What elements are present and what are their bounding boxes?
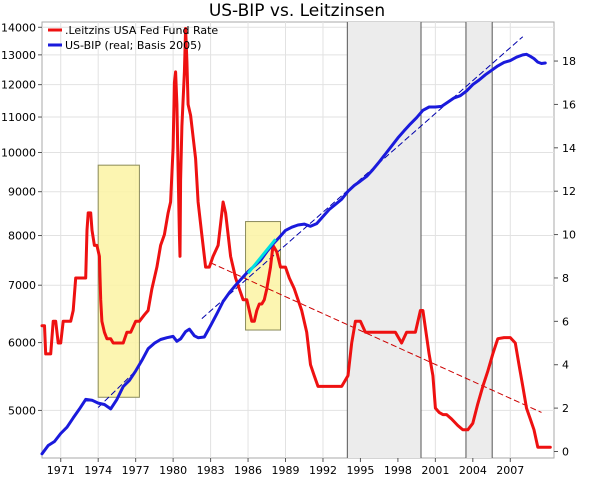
x-tick-label: 1980 xyxy=(159,464,187,477)
trend-line xyxy=(210,262,542,413)
series-lines xyxy=(40,27,552,456)
right-tick-label: 4 xyxy=(562,359,569,372)
chart-title: US-BIP vs. Leitzinsen xyxy=(209,1,385,21)
x-tick-label: 2007 xyxy=(496,464,524,477)
highlight-segment xyxy=(246,238,277,275)
recession-boxes xyxy=(97,164,282,398)
left-tick-label: 8000 xyxy=(8,230,36,243)
left-tick-label: 5000 xyxy=(8,404,36,417)
x-tick-label: 1995 xyxy=(346,464,374,477)
x-tick-label: 1971 xyxy=(47,464,75,477)
shaded-band xyxy=(465,22,493,458)
gdp-line xyxy=(40,52,547,456)
highlight-box xyxy=(97,164,140,398)
left-tick-label: 12000 xyxy=(1,79,36,92)
right-tick-label: 14 xyxy=(562,142,576,155)
right-tick-label: 10 xyxy=(562,229,576,242)
left-tick-label: 9000 xyxy=(8,186,36,199)
left-axis-ticks: 5000 6000 7000 8000 9000 10000 11000 12000 13000… xyxy=(1,21,42,417)
x-tick-label: 2001 xyxy=(421,464,449,477)
left-tick-label: 6000 xyxy=(8,337,36,350)
x-tick-label: 1998 xyxy=(384,464,412,477)
x-tick-label: 1974 xyxy=(84,464,112,477)
trend-line xyxy=(201,36,524,319)
shaded-band xyxy=(347,22,422,458)
legend-label-fed-rate: .Leitzins USA Fed Fund Rate xyxy=(65,24,218,37)
x-axis-ticks: 1971 1974 1977 1980 1983 1986 1989 1992 1995 1998… xyxy=(47,458,524,477)
x-tick-label: 1989 xyxy=(272,464,300,477)
x-tick-label: 1983 xyxy=(197,464,225,477)
right-tick-label: 16 xyxy=(562,98,576,111)
x-tick-label: 1992 xyxy=(309,464,337,477)
shaded-bands xyxy=(346,22,493,458)
left-tick-label: 11000 xyxy=(1,111,36,124)
right-tick-label: 2 xyxy=(562,402,569,415)
x-tick-label: 1986 xyxy=(234,464,262,477)
x-tick-label: 2004 xyxy=(459,464,487,477)
right-tick-label: 12 xyxy=(562,185,576,198)
left-tick-label: 7000 xyxy=(8,279,36,292)
right-tick-label: 8 xyxy=(562,272,569,285)
right-tick-label: 6 xyxy=(562,315,569,328)
left-tick-label: 10000 xyxy=(1,146,36,159)
legend-label-gdp: US-BIP (real; Basis 2005) xyxy=(65,39,201,52)
left-tick-label: 14000 xyxy=(1,21,36,34)
trend-lines xyxy=(97,36,542,413)
left-tick-label: 13000 xyxy=(1,49,36,62)
x-tick-label: 1977 xyxy=(122,464,150,477)
right-axis-ticks: 0 2 4 6 8 10 12 14 16 18 xyxy=(554,55,576,458)
right-tick-label: 18 xyxy=(562,55,576,68)
right-tick-label: 0 xyxy=(562,445,569,458)
legend: .Leitzins USA Fed Fund Rate US-BIP (real… xyxy=(48,24,218,52)
